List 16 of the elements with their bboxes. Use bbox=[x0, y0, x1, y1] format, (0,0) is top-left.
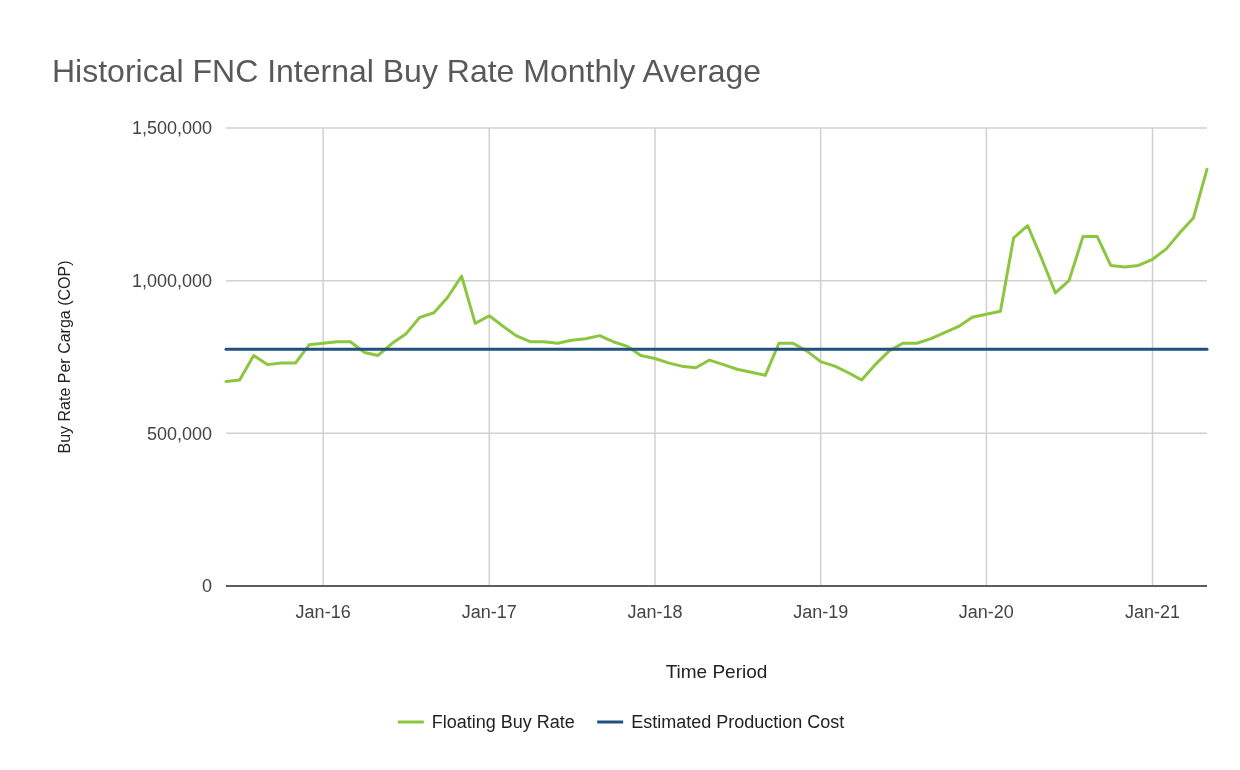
y-axis-title: Buy Rate Per Carga (COP) bbox=[56, 260, 73, 454]
chart-title: Historical FNC Internal Buy Rate Monthly Average bbox=[52, 53, 762, 89]
y-tick-label: 1,000,000 bbox=[131, 270, 212, 291]
line-series bbox=[224, 167, 1209, 383]
x-tick-label: Jan-20 bbox=[958, 602, 1014, 622]
x-axis-title: Time Period bbox=[665, 661, 768, 682]
y-tick-label: 1,500,000 bbox=[131, 118, 212, 139]
x-tick-label: Jan-21 bbox=[1125, 602, 1181, 622]
x-tick-label: Jan-16 bbox=[295, 602, 351, 622]
x-tick-label: Jan-17 bbox=[461, 602, 517, 622]
x-tick-label: Jan-19 bbox=[793, 602, 849, 622]
y-tick-label: 0 bbox=[201, 576, 212, 597]
x-tick-label: Jan-18 bbox=[627, 602, 683, 622]
legend-label: Estimated Production Cost bbox=[631, 712, 845, 733]
legend-label: Floating Buy Rate bbox=[431, 712, 575, 733]
y-tick-label: 500,000 bbox=[146, 423, 212, 444]
